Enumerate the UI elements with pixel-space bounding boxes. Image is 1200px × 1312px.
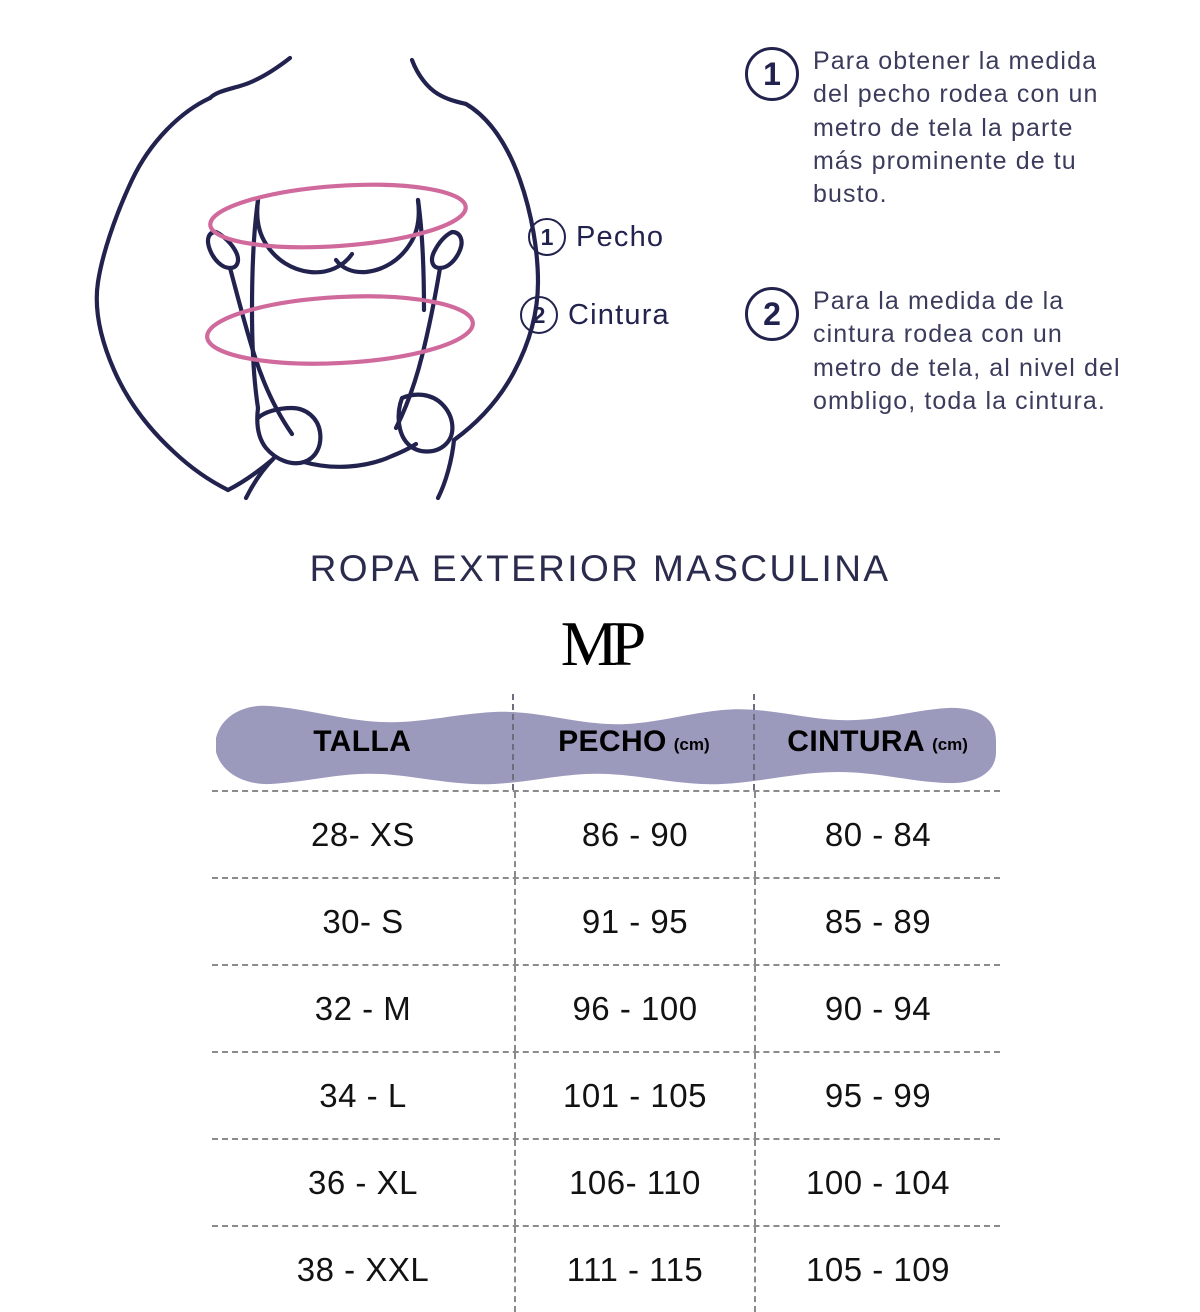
diagram-marker-2: 2	[520, 296, 558, 334]
body-measurement-diagram	[40, 20, 560, 520]
cell-pecho: 101 - 105	[514, 1053, 754, 1138]
cell-pecho: 91 - 95	[514, 879, 754, 964]
diagram-label-cintura-text: Cintura	[568, 298, 670, 331]
cell-cintura: 95 - 99	[754, 1053, 1000, 1138]
page-title: ROPA EXTERIOR MASCULINA	[309, 548, 891, 589]
cell-pecho: 111 - 115	[514, 1227, 754, 1312]
instruction-text-1: Para obtener la medida del pecho rodea c…	[813, 47, 1099, 208]
cell-cintura: 100 - 104	[754, 1140, 1000, 1225]
cell-talla: 36 - XL	[308, 1163, 418, 1201]
column-header-cintura-unit: (cm)	[932, 735, 968, 754]
diagram-marker-1: 1	[528, 218, 566, 256]
column-header-pecho-label: PECHO	[558, 725, 667, 758]
waist-measure-ring	[205, 294, 475, 366]
column-header-talla: TALLA	[212, 694, 512, 790]
cell-cintura: 80 - 84	[754, 792, 1000, 877]
cell-pecho: 106- 110	[514, 1140, 754, 1225]
table-row: 38 - XXL 111 - 115 105 - 109	[212, 1225, 1000, 1312]
column-header-cintura-label: CINTURA	[787, 725, 926, 758]
table-header-ribbon	[216, 705, 996, 785]
size-chart-table: TALLA PECHO (cm) CINTURA (cm) 28- XS 86 …	[212, 694, 1000, 1312]
cell-pecho: 86 - 90	[514, 792, 754, 877]
brand-logo-text: MP	[560, 608, 646, 679]
cell-talla: 34 - L	[319, 1076, 407, 1114]
instruction-marker-1: 1	[745, 47, 799, 101]
cell-talla: 28- XS	[311, 815, 415, 853]
table-body: 28- XS 86 - 90 80 - 84 30- S 91 - 95 85 …	[212, 790, 1000, 1312]
table-row: 34 - L 101 - 105 95 - 99	[212, 1051, 1000, 1138]
table-row: 32 - M 96 - 100 90 - 94	[212, 964, 1000, 1051]
cell-cintura: 105 - 109	[754, 1227, 1000, 1312]
table-row: 30- S 91 - 95 85 - 89	[212, 877, 1000, 964]
cell-talla: 32 - M	[314, 989, 412, 1027]
instruction-item-1: 1 Para obtener la medida del pecho rodea…	[745, 45, 1123, 211]
diagram-label-cintura: 2 Cintura	[520, 296, 670, 334]
instruction-marker-2: 2	[745, 287, 799, 341]
table-row: 28- XS 86 - 90 80 - 84	[212, 790, 1000, 877]
column-header-pecho-unit: (cm)	[673, 735, 710, 754]
cell-cintura: 90 - 94	[754, 966, 1000, 1051]
table-header-row: TALLA PECHO (cm) CINTURA (cm)	[212, 694, 1000, 790]
brand-logo: MP	[0, 612, 1200, 676]
instruction-text-2: Para la medida de la cintura rodea con u…	[813, 287, 1121, 415]
cell-cintura: 85 - 89	[754, 879, 1000, 964]
column-header-cintura: CINTURA (cm)	[753, 694, 1000, 790]
table-row: 36 - XL 106- 110 100 - 104	[212, 1138, 1000, 1225]
column-header-talla-label: TALLA	[313, 725, 412, 758]
chest-measure-ring	[208, 182, 468, 250]
cell-talla: 30- S	[322, 902, 404, 940]
instruction-item-2: 2 Para la medida de la cintura rodea con…	[745, 285, 1123, 418]
torso-line-art	[94, 55, 541, 501]
diagram-label-pecho: 1 Pecho	[528, 218, 664, 256]
cell-pecho: 96 - 100	[514, 966, 754, 1051]
diagram-label-pecho-text: Pecho	[576, 220, 665, 253]
cell-talla: 38 - XXL	[296, 1250, 430, 1288]
column-header-pecho: PECHO (cm)	[512, 694, 753, 790]
